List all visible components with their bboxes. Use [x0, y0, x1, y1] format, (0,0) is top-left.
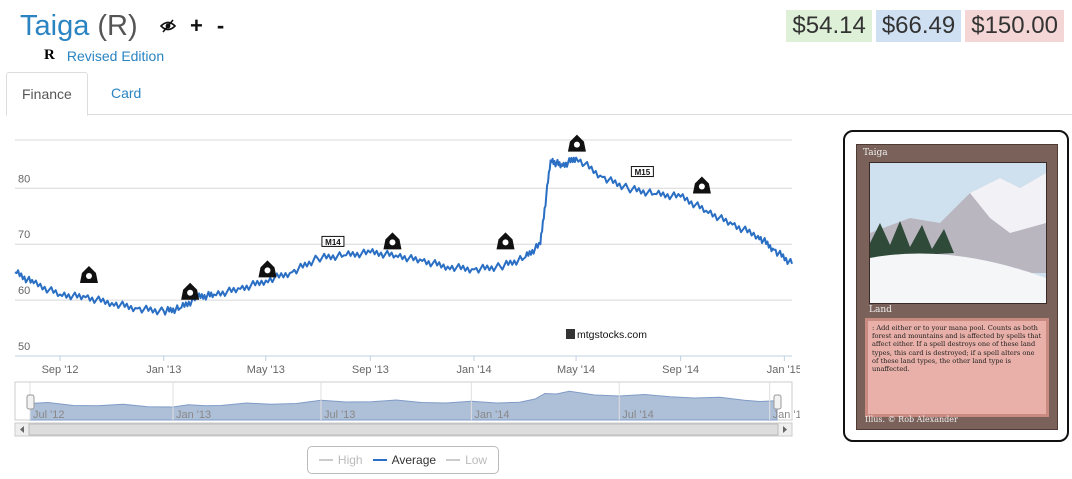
navigator-tick-label: Jul '13 [324, 409, 355, 421]
y-tick-label: 50 [18, 341, 30, 353]
x-tick-label: Jan '14 [456, 364, 491, 376]
x-tick-label: Sep '13 [352, 364, 389, 376]
card-title: Taiga (R) [20, 8, 138, 44]
return-to-ravnica-icon [79, 265, 98, 283]
marker-label: M15 [635, 168, 651, 177]
y-axis-labels: 50 60 70 80 [18, 173, 30, 353]
title-actions: + - [159, 13, 225, 38]
gatecrash-icon [181, 282, 200, 300]
set-name-link[interactable]: Revised Edition [66, 47, 165, 64]
theros-icon [383, 232, 402, 250]
card-face: Taiga Land : Add either or to your mana … [856, 144, 1058, 430]
mtgstocks-watermark: mtgstocks.com [566, 329, 647, 341]
marker-label: M14 [325, 238, 341, 247]
tab-finance[interactable]: Finance [6, 72, 88, 116]
x-tick-label: Jan '13 [146, 364, 181, 376]
navigator-tick-label: Jan '14 [474, 409, 509, 421]
scroll-right-arrow-icon[interactable] [783, 426, 787, 433]
tab-bar: Finance Card [6, 72, 1072, 116]
legend-low-label: Low [465, 453, 488, 467]
card-image: Taiga Land : Add either or to your mana … [843, 130, 1069, 442]
x-tick-label: May '14 [557, 364, 595, 376]
set-release-markers: M14 M15 [79, 134, 711, 300]
journey-into-nyx-icon [567, 134, 586, 152]
hide-icon[interactable] [159, 16, 177, 36]
navigator-handle-left[interactable] [26, 394, 35, 410]
y-tick-label: 60 [18, 285, 30, 297]
card-rules-text: : Add either or to your mana pool. Count… [872, 324, 1042, 374]
average-price-line [14, 156, 793, 316]
x-tick-label: Sep '14 [662, 364, 699, 376]
card-type-line: Land [869, 305, 892, 315]
navigator-area [29, 390, 778, 421]
legend-low[interactable]: Low [446, 453, 487, 467]
navigator-tick-label: Jan '15 [773, 409, 800, 421]
watermark-text: mtgstocks.com [577, 329, 647, 341]
price-summary: $54.14 $66.49 $150.00 [786, 10, 1064, 42]
tab-card[interactable]: Card [111, 85, 142, 101]
card-illustrator: Illus. © Rob Alexander [865, 415, 958, 424]
card-rarity: (R) [97, 10, 138, 42]
legend-average-label: Average [391, 453, 437, 467]
scroll-left-arrow-icon[interactable] [20, 426, 24, 433]
price-chart: 50 60 70 80 Sep '12 Jan '13 May '13 Sep '13 Jan… [14, 134, 800, 437]
m14-icon: M14 [321, 235, 345, 247]
khans-of-tarkir-icon [692, 176, 711, 194]
y-tick-label: 80 [18, 173, 30, 185]
chart-legend: High Average Low [307, 446, 499, 474]
card-art [869, 162, 1047, 304]
y-tick-label: 70 [18, 229, 30, 241]
minus-icon[interactable]: - [216, 13, 225, 38]
legend-high[interactable]: High [318, 453, 363, 467]
x-tick-label: Sep '12 [42, 364, 79, 376]
range-navigator[interactable]: Jul '12 Jan '13 Jul '13 Jan '14 Jul '14 Jan '… [14, 381, 800, 437]
legend-high-label: High [337, 453, 363, 467]
price-low: $54.14 [786, 10, 872, 42]
plus-icon[interactable]: + [190, 13, 203, 38]
grid-layer [15, 139, 792, 357]
legend-high-swatch [318, 459, 333, 461]
legend-average[interactable]: Average [372, 453, 437, 467]
price-average: $66.49 [875, 10, 962, 42]
born-of-the-gods-icon [496, 232, 515, 250]
price-high: $150.00 [965, 10, 1064, 42]
legend-average-swatch [372, 459, 387, 461]
scrollbar-thumb[interactable] [28, 423, 779, 436]
m15-icon: M15 [630, 166, 654, 178]
navigator-tick-label: Jan '13 [176, 409, 211, 421]
card-name: Taiga [20, 10, 90, 42]
x-axis-labels: Sep '12 Jan '13 May '13 Sep '13 Jan '14 May '… [42, 356, 800, 376]
set-symbol-icon: R [44, 47, 55, 63]
x-tick-label: May '13 [247, 364, 285, 376]
card-textbox: : Add either or to your mana pool. Count… [865, 318, 1049, 417]
legend-low-swatch [446, 459, 461, 461]
card-image-name: Taiga [863, 148, 888, 158]
x-tick-label: Jan '15 [767, 364, 800, 376]
navigator-tick-label: Jul '12 [33, 409, 64, 421]
navigator-handle-right[interactable] [773, 394, 782, 410]
navigator-tick-label: Jul '14 [622, 409, 653, 421]
set-info: R Revised Edition [44, 47, 164, 64]
dragons-maze-icon [258, 260, 277, 278]
